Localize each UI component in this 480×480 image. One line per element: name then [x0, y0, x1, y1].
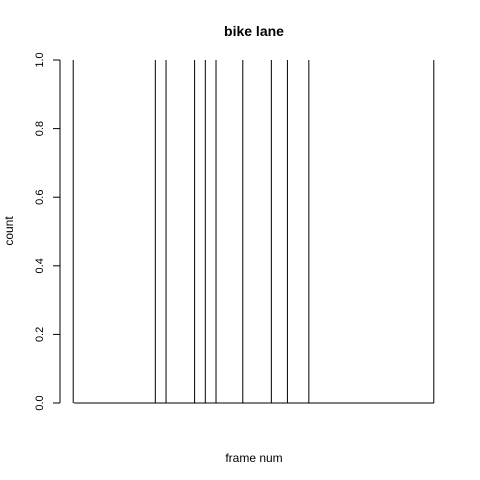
y-tick-label: 0.0 — [34, 395, 46, 410]
y-tick-label: 0.8 — [34, 121, 46, 136]
y-axis-label: count — [2, 216, 16, 246]
y-tick-label: 0.2 — [34, 327, 46, 342]
y-tick-label: 0.4 — [34, 258, 46, 273]
y-tick-label: 0.6 — [34, 190, 46, 205]
y-axis: 0.0 0.2 0.4 0.6 0.8 1.0 — [34, 52, 61, 411]
x-axis-label: frame num — [225, 451, 282, 465]
y-tick-label: 1.0 — [34, 52, 46, 67]
histogram-lines — [72, 60, 435, 403]
chart-title: bike lane — [224, 23, 284, 39]
